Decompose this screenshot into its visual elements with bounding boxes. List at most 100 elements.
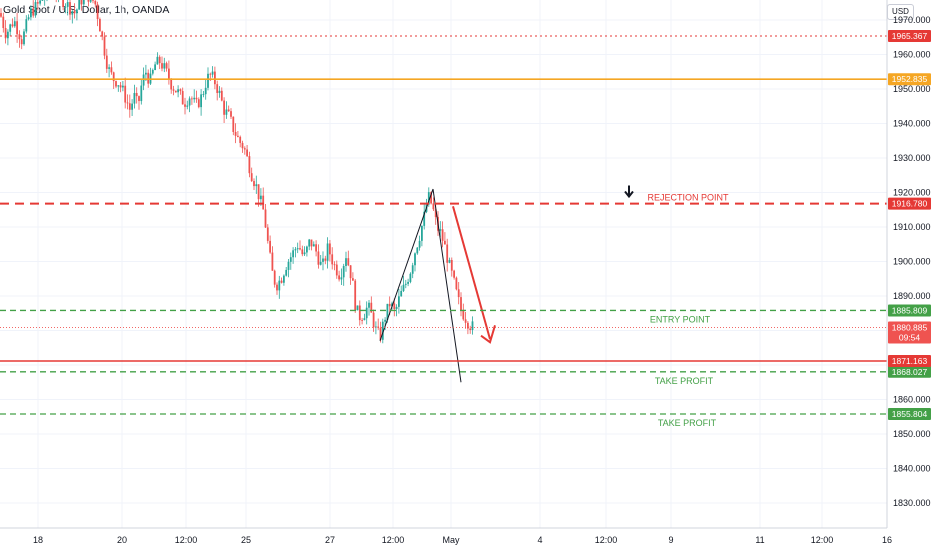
down-arrow-line [452,206,491,340]
candle-body [306,246,308,253]
candle-body [230,111,232,117]
x-tick-label: 16 [882,535,892,545]
candle-body [112,72,115,82]
candle-body [207,73,209,88]
candle-body [276,284,278,291]
candle-body [99,19,101,32]
candle-body [264,209,267,228]
candle-body [108,67,110,69]
candle-body [250,173,253,182]
level-price-badge [888,354,931,367]
candle-body [165,63,168,69]
candle-body [62,0,64,8]
candle-body [87,0,90,2]
candle-body [471,321,474,330]
candle-body [388,303,391,307]
candle-body [216,84,219,93]
candle-body [96,4,99,20]
candle-body [329,243,331,255]
candle-body [432,203,435,210]
candle-body [174,90,177,93]
candle-body [220,90,223,101]
candle-body [248,156,251,174]
down-arrow-head [480,325,496,344]
candle-body [393,303,396,309]
candle-body [239,136,242,143]
candle-body [423,211,426,226]
candle-body [455,277,458,290]
candle-body [331,254,334,265]
candle-body [151,69,154,74]
y-tick-label: 1950.000 [893,84,931,94]
candle-body [140,85,143,102]
candle-body [145,72,147,75]
candle-body [147,72,150,84]
candle-body [202,94,205,95]
candle-body [301,249,304,255]
candle-body [460,297,462,311]
candle-body [18,34,21,40]
y-tick-label: 1850.000 [893,429,931,439]
candle-body [402,284,405,291]
candle-body [262,195,265,210]
candle-body [243,148,246,150]
candle-body [124,85,127,103]
candle-body [285,269,288,276]
candle-body [310,239,313,247]
candle-body [257,184,260,200]
candle-body [133,92,136,104]
candle-body [0,13,2,17]
x-tick-label: 12:00 [595,535,618,545]
candle-body [381,321,384,340]
level-price-badge [888,29,931,42]
level-price-badge-text: 1885.809 [892,305,928,315]
candle-body [94,0,97,5]
candle-body [122,85,124,88]
candle-body [278,280,281,291]
x-tick-label: 12:00 [811,535,834,545]
candle-body [126,102,129,104]
x-tick-label: 27 [325,535,335,545]
candle-body [283,275,285,283]
y-tick-label: 1930.000 [893,153,931,163]
candle-body [34,2,37,16]
candle-body [161,63,163,69]
x-tick-label: May [442,535,460,545]
candle-body [363,318,366,321]
candle-body [64,6,67,8]
candle-body [73,11,76,14]
x-tick-label: 25 [241,535,251,545]
candle-body [450,260,453,271]
candle-body [131,103,133,110]
candle-body [110,67,113,73]
x-tick-label: 4 [537,535,542,545]
candle-body [280,280,283,283]
candle-body [365,307,368,319]
candle-body [384,319,386,322]
candle-body [427,192,430,205]
candle-body [439,229,442,231]
candle-body [340,277,343,280]
candle-body [158,56,161,64]
candle-body [241,142,244,149]
candle-body [234,132,237,136]
level-price-badge [888,407,931,420]
candle-body [92,0,94,1]
candle-body [20,39,23,45]
candle-body [464,319,467,323]
price-axis[interactable]: 1830.0001840.0001850.0001860.0001870.000… [886,0,931,528]
candle-body [260,195,262,200]
level-price-badge-text: 1871.163 [892,356,928,366]
candle-body [324,258,327,261]
x-tick-label: 11 [755,535,764,545]
candle-body [78,0,81,10]
time-axis[interactable]: 18 20 12:00 25 27 12:00 May 4 12:00 9 11 12:00 16 [0,527,892,545]
candlestick-series [0,0,474,344]
candle-body [434,209,437,218]
candle-body [349,265,352,279]
candle-body [269,240,271,253]
candle-body [255,184,258,187]
candle-body [287,261,290,270]
y-tick-label: 1830.000 [893,498,931,508]
